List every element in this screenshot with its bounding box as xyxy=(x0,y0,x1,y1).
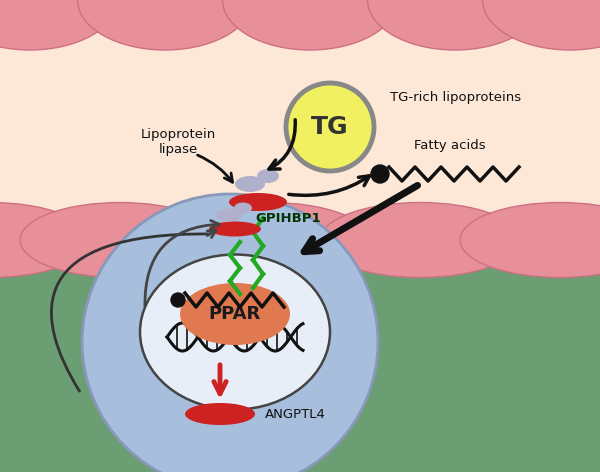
Text: TG-rich lipoproteins: TG-rich lipoproteins xyxy=(390,91,521,103)
Ellipse shape xyxy=(185,403,255,425)
Ellipse shape xyxy=(216,209,242,221)
Ellipse shape xyxy=(482,0,600,50)
Ellipse shape xyxy=(0,0,118,50)
Text: ANGPTL4: ANGPTL4 xyxy=(265,407,326,421)
Ellipse shape xyxy=(257,169,279,183)
Bar xyxy=(0,0,600,242)
Ellipse shape xyxy=(235,176,265,192)
Ellipse shape xyxy=(234,202,252,213)
Circle shape xyxy=(171,293,185,307)
Ellipse shape xyxy=(460,202,600,278)
Text: TG: TG xyxy=(311,115,349,139)
Text: Fatty acids: Fatty acids xyxy=(414,140,486,152)
Ellipse shape xyxy=(170,202,370,278)
Ellipse shape xyxy=(180,283,290,345)
Ellipse shape xyxy=(320,202,520,278)
Circle shape xyxy=(286,83,374,171)
Circle shape xyxy=(82,194,378,472)
Text: GPIHBP1: GPIHBP1 xyxy=(255,212,320,226)
Ellipse shape xyxy=(20,202,220,278)
Text: Lipoprotein
lipase: Lipoprotein lipase xyxy=(140,128,215,156)
Ellipse shape xyxy=(140,254,330,410)
Ellipse shape xyxy=(209,221,261,236)
Ellipse shape xyxy=(229,193,287,211)
Text: PPAR: PPAR xyxy=(209,305,261,323)
Ellipse shape xyxy=(367,0,542,50)
Circle shape xyxy=(371,165,389,183)
Ellipse shape xyxy=(0,202,90,278)
Ellipse shape xyxy=(223,0,398,50)
Ellipse shape xyxy=(77,0,253,50)
